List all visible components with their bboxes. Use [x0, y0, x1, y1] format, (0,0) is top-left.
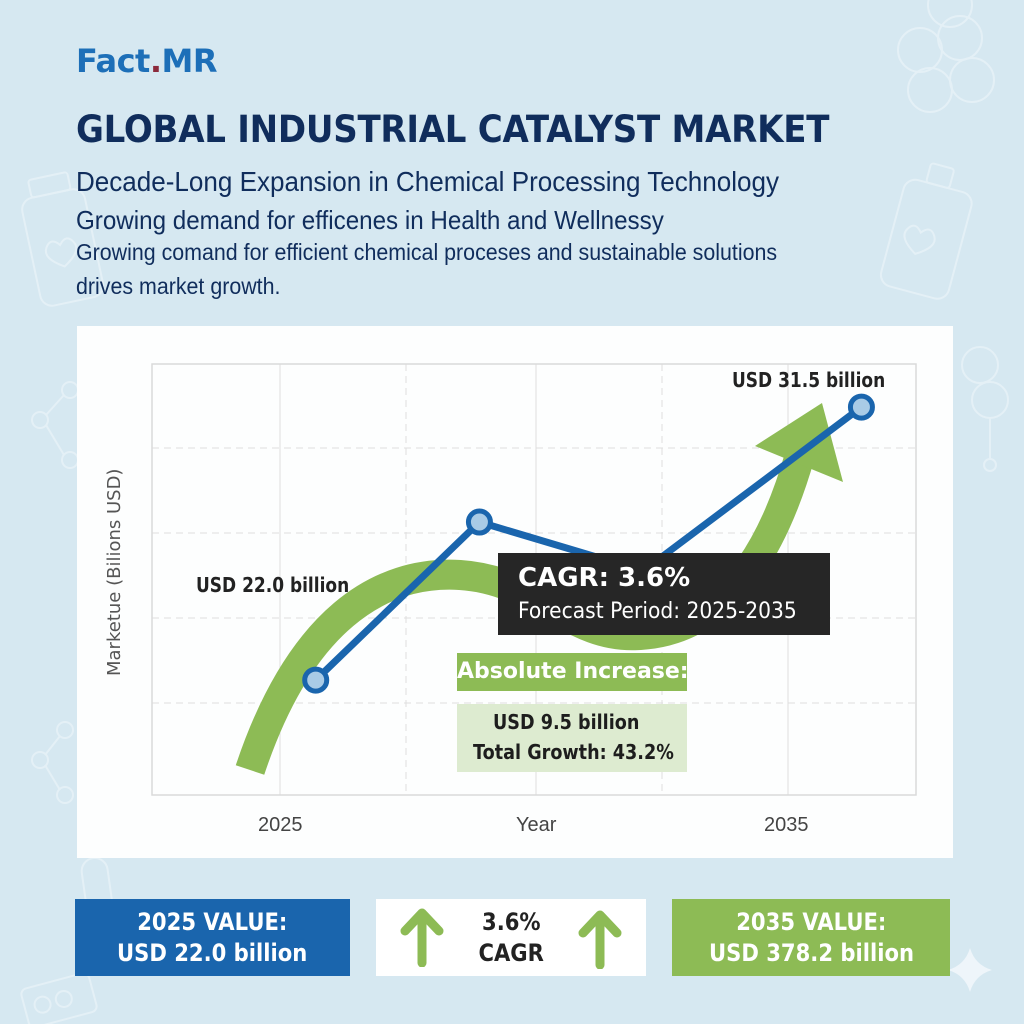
stat-card-2035-value: 2035 VALUE: USD 378.2 billion — [672, 899, 950, 976]
forecast-period: Forecast Period: 2025-2035 — [518, 599, 797, 624]
subtitle-1: Decade-Long Expansion in Chemical Proces… — [76, 166, 780, 197]
page-title: GLOBAL INDUSTRIAL CATALYST MARKET — [76, 108, 830, 151]
card-2035-value: USD 378.2 billion — [708, 938, 914, 967]
absolute-increase-label: Absolute Increase: — [457, 653, 687, 691]
stat-card-2025-value: 2025 VALUE: USD 22.0 billion — [75, 899, 350, 976]
x-axis-label: Year — [516, 814, 557, 836]
card-cagr-label: CAGR — [478, 938, 544, 967]
data-label-end: USD 31.5 billion — [732, 368, 886, 392]
card-2035-label: 2035 VALUE: — [735, 907, 887, 936]
card-2025-label: 2025 VALUE: — [137, 907, 288, 936]
data-point — [465, 508, 493, 536]
absolute-increase-value: USD 9.5 billion — [493, 710, 640, 734]
brand-logo: Fact.MR — [76, 42, 217, 80]
data-point — [302, 666, 330, 694]
y-axis-label: Marketue (Bilions USD) — [104, 468, 125, 676]
logo-dot: . — [149, 42, 162, 80]
subtitle-4: drives market growth. — [76, 273, 281, 299]
subtitle-2: Growing demand for efficenes in Health a… — [76, 205, 664, 235]
cagr-title: CAGR: 3.6% — [518, 563, 691, 593]
stat-card-cagr: 3.6% CAGR — [376, 899, 646, 976]
data-label-start: USD 22.0 billion — [196, 573, 350, 597]
arrow-up-icon — [400, 908, 444, 967]
series-line — [313, 404, 864, 683]
card-cagr-value: 3.6% — [481, 907, 541, 936]
data-point — [847, 393, 875, 421]
card-2025-value: USD 22.0 billion — [117, 938, 308, 967]
total-growth: Total Growth: 43.2% — [473, 740, 674, 764]
arrow-up-icon — [578, 910, 622, 969]
logo-text-left: Fact — [76, 42, 150, 80]
cagr-annotation: CAGR: 3.6% Forecast Period: 2025-2035 — [498, 553, 830, 635]
logo-text-right: MR — [161, 42, 218, 80]
subtitle-3: Growing comand for efficient chemical pr… — [76, 239, 778, 265]
absolute-increase-box: USD 9.5 billion Total Growth: 43.2% — [457, 704, 687, 772]
plot-area-border — [151, 363, 917, 796]
x-tick-label-2035: 2035 — [764, 814, 809, 836]
growth-arrow-head — [755, 403, 843, 482]
x-tick-label-2025: 2025 — [258, 814, 303, 836]
